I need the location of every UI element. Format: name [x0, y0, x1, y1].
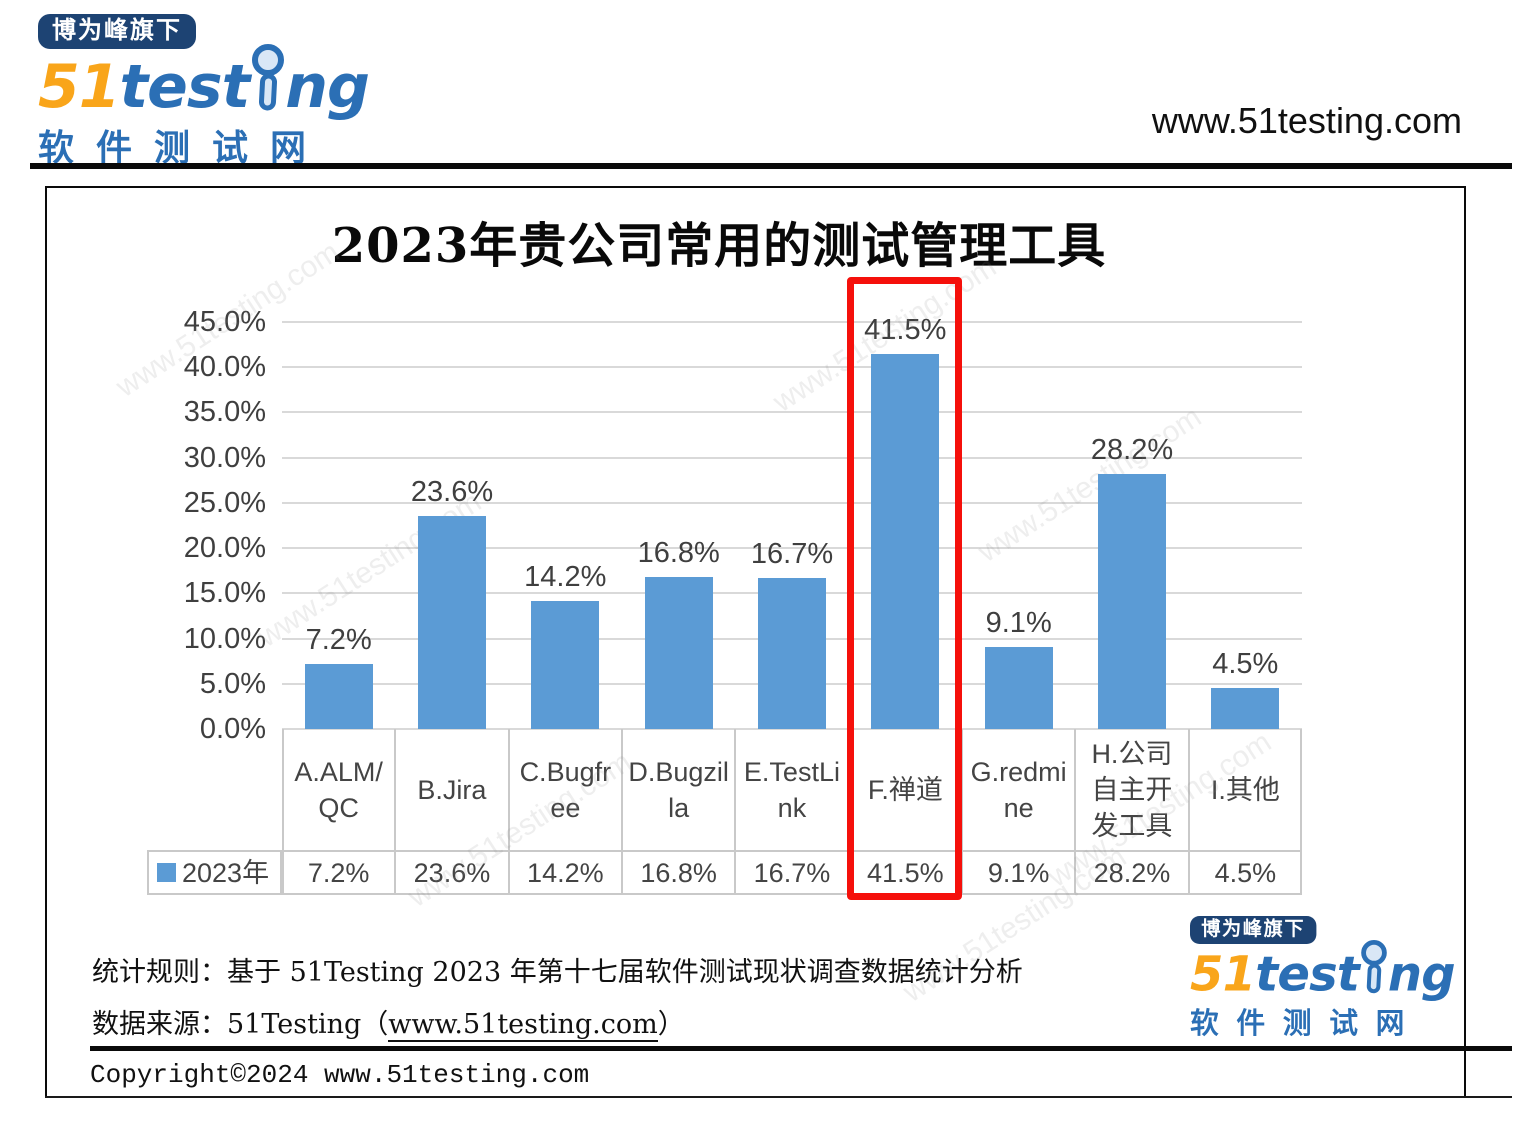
table-border	[734, 729, 737, 895]
table-border	[961, 729, 963, 895]
bar-F.禅道	[871, 353, 940, 729]
chart-title: 2023年贵公司常用的测试管理工具	[331, 218, 1107, 274]
value-cell: 23.6%	[413, 857, 491, 888]
category-cell: A.ALM/QC	[294, 756, 383, 823]
bar-value-label: 23.6%	[410, 475, 494, 508]
data-source-prefix: 数据来源：51Testing（	[92, 1009, 389, 1040]
logo-51: 51	[38, 51, 120, 122]
magnifier-icon	[1359, 939, 1388, 998]
y-axis-tick-label: 25.0%	[183, 486, 266, 519]
y-axis-tick-label: 5.0%	[199, 667, 266, 700]
table-border	[394, 729, 397, 895]
category-cell: F.禅道	[867, 774, 943, 805]
logo-badge: 博为峰旗下	[1190, 916, 1317, 944]
value-cell: 14.2%	[527, 857, 604, 888]
y-axis-tick-label: 0.0%	[199, 713, 266, 745]
bar-value-label: 7.2%	[305, 623, 372, 656]
logo-wordmark: 51 test ng	[1190, 939, 1456, 1003]
data-source-link[interactable]: www.51testing.com	[388, 1009, 658, 1042]
y-axis-tick-label: 35.0%	[183, 396, 266, 429]
gridline	[282, 456, 1302, 459]
category-cell: I.其他	[1210, 774, 1280, 805]
bar-H.公司自主开发工具	[1098, 473, 1166, 729]
bar-value-label: 14.2%	[524, 560, 607, 593]
value-cell: 41.5%	[867, 857, 944, 888]
logo-51testing-top: 博为峰旗下 51 test ng 软件测试网	[38, 14, 370, 171]
table-border	[282, 850, 1302, 852]
bar-E.TestLink	[758, 578, 826, 729]
magnifier-icon	[249, 43, 285, 117]
data-source-line: 数据来源：51Testing（www.51testing.com）	[92, 1002, 685, 1042]
y-axis-tick-label: 30.0%	[183, 441, 266, 474]
gridline	[282, 321, 1302, 323]
bottom-logo-divider	[90, 1046, 1512, 1051]
table-border	[282, 893, 1302, 895]
highlight-box	[847, 277, 962, 900]
bar-B.Jira	[418, 515, 486, 729]
logo-51testing-bottom: 博为峰旗下 51 test ng 软件测试网	[1190, 916, 1456, 1041]
category-cell: E.TestLink	[743, 756, 840, 823]
logo-ng: ng	[1387, 946, 1456, 1003]
gridline	[282, 366, 1302, 369]
bar-I.其他	[1211, 688, 1280, 729]
site-url: www.51testing.com	[1151, 100, 1462, 141]
bar-value-label: 16.8%	[637, 537, 720, 570]
y-axis-tick-label: 15.0%	[183, 577, 266, 610]
table-border	[621, 729, 623, 895]
gridline	[282, 547, 1302, 550]
table-border	[507, 729, 510, 895]
logo-badge: 博为峰旗下	[38, 14, 196, 49]
logo-subtitle: 软件测试网	[38, 126, 329, 168]
logo-51: 51	[1190, 946, 1256, 1003]
bar-value-label: 16.7%	[750, 538, 834, 570]
logo-subtitle: 软件测试网	[1190, 1006, 1423, 1040]
stats-rule-line: 统计规则：基于 51Testing 2023 年第十七届软件测试现状调查数据统计…	[92, 957, 1023, 988]
bar-D.Bugzilla	[644, 577, 713, 729]
bar-value-label: 4.5%	[1212, 648, 1279, 681]
bar-value-label: 41.5%	[864, 313, 947, 346]
logo-test: test	[119, 51, 251, 122]
y-axis-tick-label: 20.0%	[183, 532, 266, 565]
category-cell: G.redmine	[970, 756, 1067, 823]
data-source-suffix: ）	[657, 1009, 685, 1040]
table-border	[1187, 729, 1190, 895]
bar-value-label: 9.1%	[985, 606, 1052, 639]
gridline	[282, 728, 1302, 730]
logo-test: test	[1255, 946, 1360, 1003]
copyright-text: Copyright©2024 www.51testing.com	[90, 1060, 590, 1090]
bar-C.Bugfree	[531, 600, 600, 729]
y-axis-tick-label: 10.0%	[183, 622, 266, 655]
bar-A.ALM/QC	[304, 663, 373, 729]
value-cell: 16.8%	[640, 857, 717, 888]
category-cell: B.Jira	[417, 774, 487, 805]
value-cell: 9.1%	[987, 857, 1050, 888]
legend-swatch	[157, 863, 176, 882]
logo-wordmark: 51 test ng	[38, 43, 370, 122]
logo-ng: ng	[285, 51, 370, 122]
value-cell: 16.7%	[753, 857, 831, 888]
legend-cell: 2023年	[147, 850, 282, 895]
table-border	[1300, 729, 1302, 895]
value-cell: 28.2%	[1093, 857, 1171, 888]
category-cell: C.Bugfree	[519, 756, 612, 823]
y-axis-tick-label: 45.0%	[183, 306, 266, 338]
value-cell: 7.2%	[307, 857, 370, 888]
category-cell: D.Bugzilla	[628, 756, 729, 823]
gridline	[282, 411, 1302, 414]
bar-G.redmine	[984, 646, 1053, 729]
y-axis-tick-label: 40.0%	[183, 351, 266, 384]
table-border	[282, 729, 284, 895]
category-cell: H.公司自主开发工具	[1091, 738, 1173, 841]
table-border	[1074, 729, 1077, 895]
report-frame: 2023年贵公司常用的测试管理工具 45.0% 40.0% 35.0% 30.0% 25…	[45, 186, 1466, 1098]
gridline	[282, 501, 1302, 504]
bottom-border	[45, 1096, 1512, 1098]
top-divider	[30, 163, 1512, 169]
value-cell: 4.5%	[1214, 857, 1277, 888]
bar-value-label: 28.2%	[1090, 433, 1174, 466]
